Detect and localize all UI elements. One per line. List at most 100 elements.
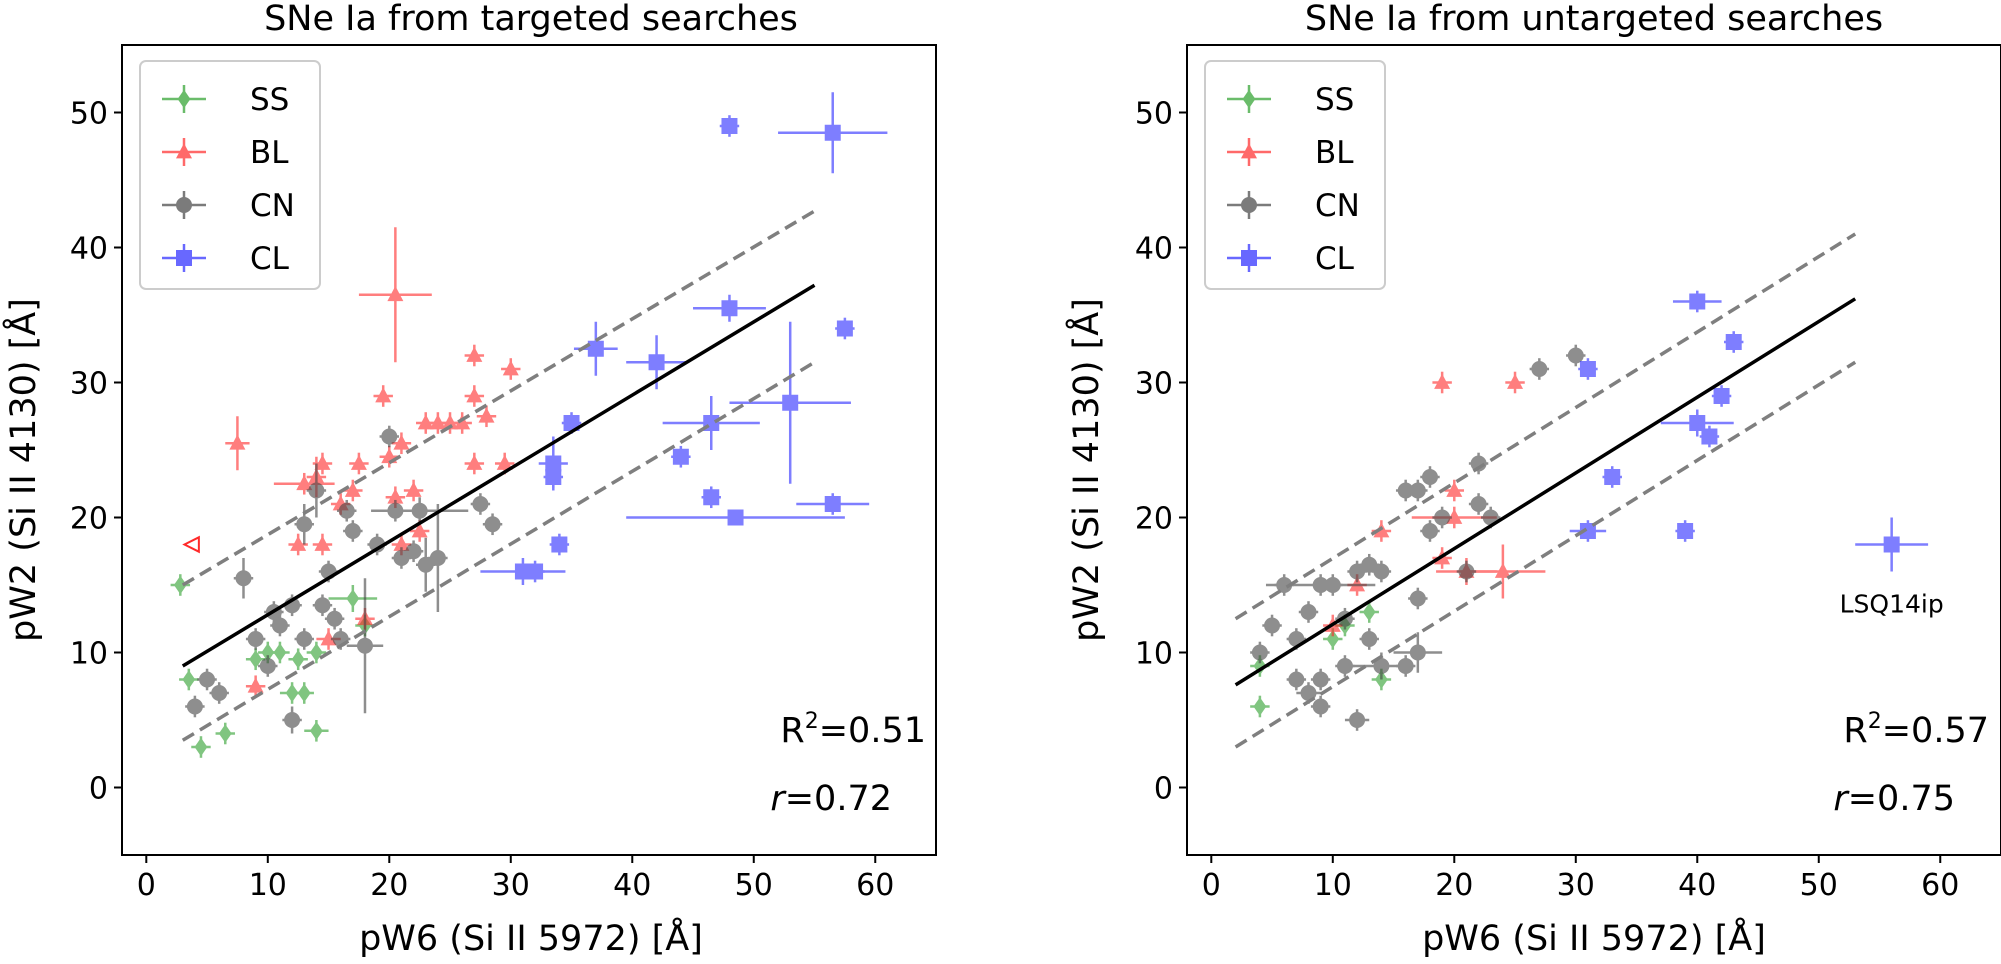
series-cl bbox=[480, 92, 888, 585]
data-point bbox=[1494, 562, 1511, 578]
data-point bbox=[648, 354, 665, 371]
data-point bbox=[314, 454, 331, 470]
x-tick-label: 0 bbox=[137, 868, 156, 903]
data-point bbox=[1349, 563, 1366, 580]
data-point bbox=[496, 454, 513, 470]
y-tick-label: 40 bbox=[1135, 232, 1173, 267]
stats-block: R2=0.57 r=0.75 bbox=[1833, 709, 1989, 819]
data-point bbox=[393, 434, 410, 450]
plot-area bbox=[170, 92, 888, 758]
data-point bbox=[484, 516, 501, 533]
data-point bbox=[346, 589, 360, 608]
data-point bbox=[338, 502, 355, 519]
legend-entry-ss bbox=[1227, 85, 1271, 113]
data-point bbox=[545, 455, 562, 472]
regression-line bbox=[1234, 297, 1857, 687]
data-point bbox=[1251, 644, 1268, 661]
data-point bbox=[563, 415, 580, 431]
data-point bbox=[356, 637, 373, 654]
legend-label: CL bbox=[250, 241, 290, 277]
data-point bbox=[296, 516, 313, 533]
legend-label: CN bbox=[1315, 188, 1360, 224]
legend-label: CL bbox=[1315, 241, 1355, 277]
r-symbol: r bbox=[1833, 779, 1850, 819]
data-point bbox=[1397, 658, 1414, 674]
data-point bbox=[285, 683, 299, 703]
legend-box bbox=[1204, 60, 1386, 290]
data-point bbox=[344, 523, 361, 539]
data-point bbox=[824, 124, 841, 141]
legend-entry-cl bbox=[162, 244, 206, 272]
data-point bbox=[1324, 577, 1341, 593]
data-point bbox=[249, 650, 263, 669]
data-point bbox=[1421, 469, 1438, 485]
legend-label: BL bbox=[1315, 135, 1354, 171]
data-point bbox=[247, 677, 264, 693]
data-point bbox=[381, 428, 398, 445]
legend-entry-bl bbox=[1227, 138, 1271, 166]
legend-label: SS bbox=[1315, 82, 1354, 118]
data-point bbox=[1276, 577, 1293, 593]
r-squared-superscript: 2 bbox=[1868, 709, 1882, 734]
data-point bbox=[247, 631, 264, 647]
y-axis-label: pW2 (Si II 4130) [Å] bbox=[1064, 298, 1107, 642]
lower-dispersion-line bbox=[1234, 360, 1857, 749]
y-tick-label: 10 bbox=[1135, 637, 1173, 672]
data-point bbox=[1264, 617, 1281, 634]
data-point bbox=[1421, 523, 1438, 539]
data-point bbox=[1349, 712, 1366, 728]
x-tick-label: 40 bbox=[613, 868, 651, 903]
data-point bbox=[1362, 602, 1376, 622]
data-point bbox=[199, 671, 216, 688]
legend-label: CN bbox=[250, 188, 295, 224]
data-point bbox=[1458, 563, 1475, 580]
regression-line bbox=[181, 283, 816, 668]
data-point bbox=[405, 543, 422, 560]
y-tick-label: 0 bbox=[1154, 772, 1173, 807]
data-point bbox=[344, 481, 361, 497]
r-symbol: r bbox=[770, 779, 787, 819]
point-annotation: LSQ14ip bbox=[1840, 590, 1944, 619]
series-bl bbox=[225, 227, 521, 698]
x-tick-label: 30 bbox=[1557, 868, 1595, 903]
data-point bbox=[1725, 334, 1742, 350]
legend-entry-cn bbox=[1227, 191, 1271, 219]
data-point bbox=[1689, 293, 1706, 310]
data-point bbox=[1361, 556, 1378, 573]
data-point bbox=[1434, 509, 1451, 526]
data-point bbox=[672, 448, 689, 465]
data-point bbox=[1579, 361, 1596, 377]
data-point bbox=[1397, 482, 1414, 499]
data-point bbox=[261, 643, 275, 662]
data-point bbox=[727, 509, 744, 526]
legend-box bbox=[139, 60, 321, 290]
x-tick-label: 10 bbox=[249, 868, 287, 903]
data-point bbox=[235, 570, 252, 587]
data-point bbox=[466, 387, 483, 403]
data-point bbox=[1361, 631, 1378, 647]
data-point bbox=[1507, 373, 1524, 389]
data-point bbox=[1567, 347, 1584, 364]
x-tick-label: 50 bbox=[1800, 868, 1838, 903]
data-point bbox=[1373, 563, 1390, 580]
legend-label: SS bbox=[250, 82, 289, 118]
data-point bbox=[393, 550, 410, 566]
x-tick-label: 60 bbox=[1921, 868, 1959, 903]
data-point bbox=[326, 610, 343, 627]
panel-untargeted: SNe Ia from untargeted searches pW6 (Si … bbox=[1064, 0, 2001, 959]
data-point bbox=[502, 360, 519, 376]
r-squared-prefix: R bbox=[1843, 711, 1867, 751]
stats-block: R2=0.51 r=0.72 bbox=[770, 709, 926, 819]
legend-marker bbox=[176, 143, 192, 159]
series-cl bbox=[1569, 290, 1929, 572]
data-point bbox=[387, 488, 404, 504]
y-tick-label: 20 bbox=[1135, 502, 1173, 537]
data-point bbox=[1300, 604, 1317, 620]
legend: SS BL CN CL bbox=[139, 60, 321, 290]
data-point bbox=[1470, 496, 1487, 512]
data-point bbox=[472, 496, 489, 512]
data-point bbox=[182, 670, 196, 689]
y-tick-label: 30 bbox=[70, 367, 108, 402]
data-point bbox=[1326, 629, 1340, 649]
